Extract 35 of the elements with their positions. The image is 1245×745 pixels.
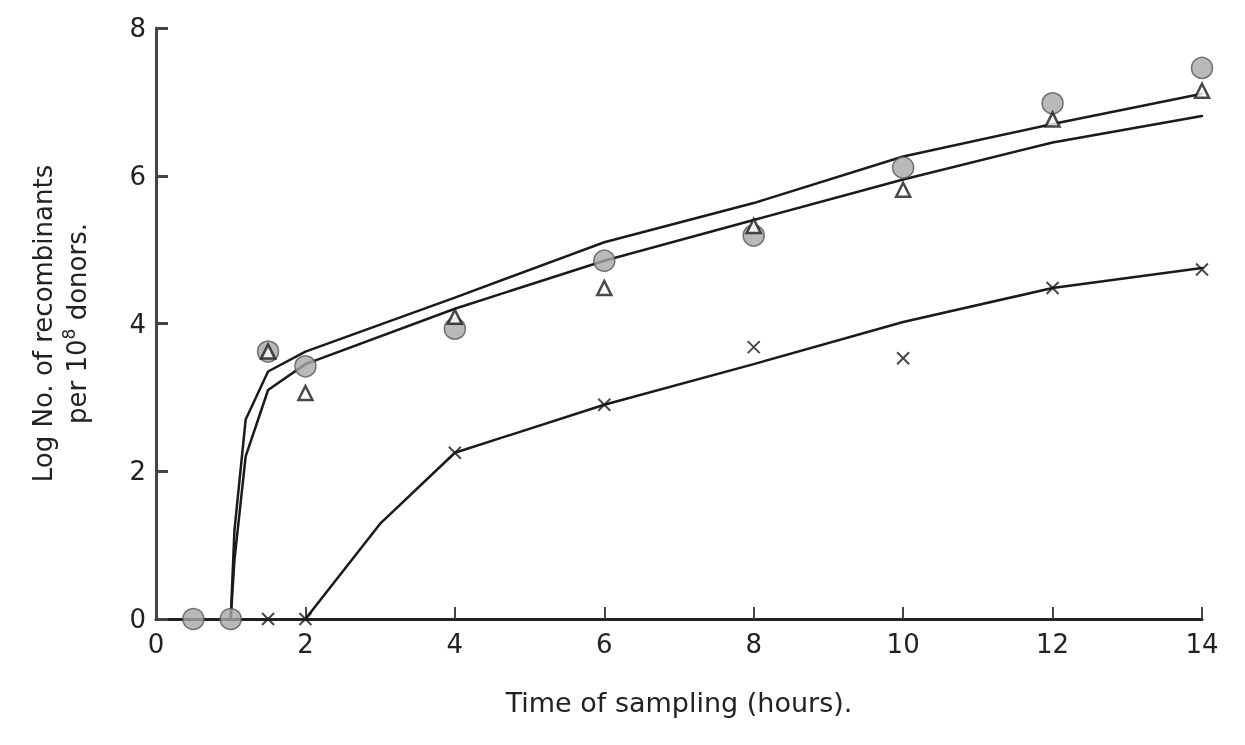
x-tick-label: 8	[745, 629, 762, 659]
point	[597, 397, 612, 412]
point	[447, 445, 462, 460]
point	[261, 612, 276, 626]
point	[1045, 281, 1060, 296]
point	[745, 217, 762, 235]
x-tick-label: 12	[1036, 629, 1070, 659]
y-tick-label: 0	[129, 604, 146, 634]
point	[1190, 56, 1214, 80]
point	[596, 279, 613, 297]
point	[1193, 82, 1211, 100]
point	[294, 355, 317, 378]
y-tick-label: 4	[129, 308, 146, 339]
point	[446, 308, 464, 326]
point	[891, 156, 915, 179]
y-tick-label: 6	[129, 160, 146, 191]
point	[219, 607, 242, 631]
point	[297, 384, 314, 402]
point	[896, 351, 911, 366]
point	[1195, 262, 1209, 277]
point	[1044, 111, 1061, 128]
x-tick-label: 10	[886, 629, 920, 659]
y-tick-label: 8	[129, 13, 146, 43]
point	[182, 607, 205, 631]
point	[894, 181, 912, 199]
point	[746, 340, 761, 355]
x-tick-label: 2	[297, 629, 314, 659]
point	[298, 612, 313, 626]
x-tick-label: 6	[596, 629, 613, 659]
point	[1041, 92, 1064, 115]
x-tick-label: 4	[446, 629, 464, 659]
x-axis-title: Time of sampling (hours).	[504, 687, 853, 718]
y-tick-label: 2	[129, 456, 146, 487]
x-tick-label: 14	[1185, 629, 1219, 659]
point	[593, 249, 616, 272]
